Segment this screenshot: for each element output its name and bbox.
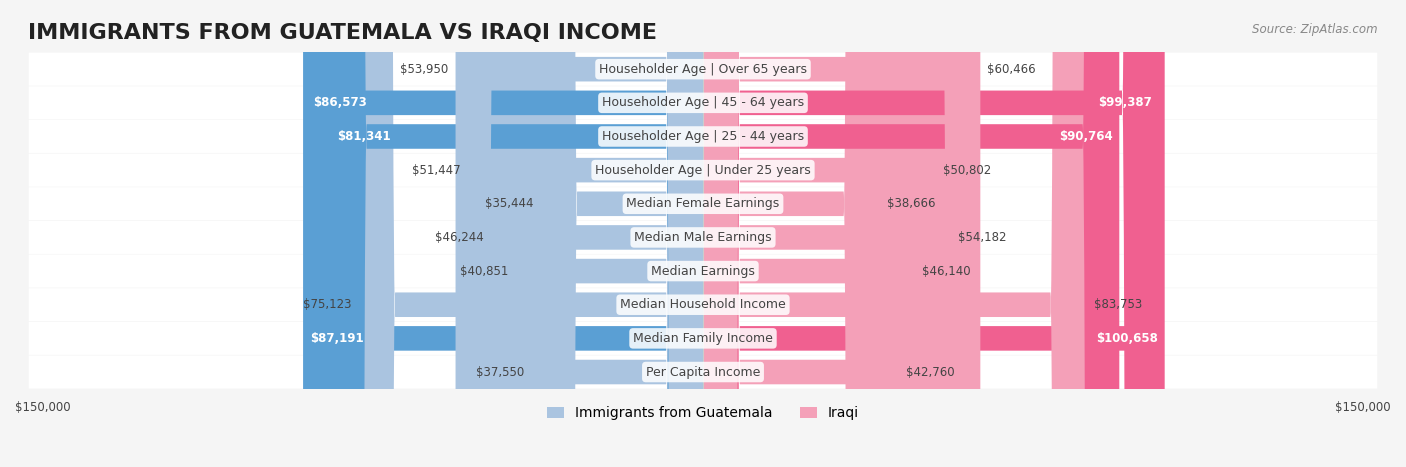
Text: Householder Age | Under 25 years: Householder Age | Under 25 years: [595, 163, 811, 177]
FancyBboxPatch shape: [467, 0, 703, 467]
Text: Source: ZipAtlas.com: Source: ZipAtlas.com: [1253, 23, 1378, 36]
Text: $51,447: $51,447: [412, 163, 460, 177]
Text: Per Capita Income: Per Capita Income: [645, 366, 761, 379]
FancyBboxPatch shape: [703, 0, 1159, 467]
Text: Median Family Income: Median Family Income: [633, 332, 773, 345]
Text: Householder Age | 45 - 64 years: Householder Age | 45 - 64 years: [602, 96, 804, 109]
FancyBboxPatch shape: [703, 0, 915, 467]
FancyBboxPatch shape: [703, 0, 936, 467]
Text: $50,802: $50,802: [943, 163, 991, 177]
Text: Householder Age | Over 65 years: Householder Age | Over 65 years: [599, 63, 807, 76]
Text: $87,191: $87,191: [309, 332, 364, 345]
Text: IMMIGRANTS FROM GUATEMALA VS IRAQI INCOME: IMMIGRANTS FROM GUATEMALA VS IRAQI INCOM…: [28, 23, 657, 43]
Text: $99,387: $99,387: [1098, 96, 1152, 109]
Text: Householder Age | 25 - 44 years: Householder Age | 25 - 44 years: [602, 130, 804, 143]
FancyBboxPatch shape: [703, 0, 880, 467]
Text: $40,851: $40,851: [460, 265, 509, 277]
FancyBboxPatch shape: [703, 0, 1164, 467]
FancyBboxPatch shape: [330, 0, 703, 467]
Text: $75,123: $75,123: [304, 298, 352, 311]
Text: $38,666: $38,666: [887, 197, 936, 210]
Text: $37,550: $37,550: [475, 366, 524, 379]
Text: $100,658: $100,658: [1095, 332, 1157, 345]
FancyBboxPatch shape: [491, 0, 703, 467]
Text: Median Household Income: Median Household Income: [620, 298, 786, 311]
FancyBboxPatch shape: [28, 288, 1378, 321]
FancyBboxPatch shape: [703, 0, 952, 467]
Text: $60,466: $60,466: [987, 63, 1036, 76]
Text: $90,764: $90,764: [1059, 130, 1112, 143]
Text: $150,000: $150,000: [1336, 401, 1391, 414]
Text: $42,760: $42,760: [905, 366, 955, 379]
Text: $81,341: $81,341: [337, 130, 391, 143]
FancyBboxPatch shape: [703, 0, 898, 467]
FancyBboxPatch shape: [531, 0, 703, 467]
FancyBboxPatch shape: [28, 187, 1378, 220]
Text: $46,244: $46,244: [436, 231, 484, 244]
Text: $53,950: $53,950: [401, 63, 449, 76]
Text: Median Female Earnings: Median Female Earnings: [627, 197, 779, 210]
Text: Median Earnings: Median Earnings: [651, 265, 755, 277]
FancyBboxPatch shape: [703, 0, 980, 467]
FancyBboxPatch shape: [28, 221, 1378, 254]
FancyBboxPatch shape: [28, 154, 1378, 187]
FancyBboxPatch shape: [516, 0, 703, 467]
Text: $54,182: $54,182: [959, 231, 1007, 244]
FancyBboxPatch shape: [28, 86, 1378, 120]
Text: $83,753: $83,753: [1094, 298, 1142, 311]
FancyBboxPatch shape: [28, 53, 1378, 85]
Legend: Immigrants from Guatemala, Iraqi: Immigrants from Guatemala, Iraqi: [541, 401, 865, 425]
FancyBboxPatch shape: [456, 0, 703, 467]
FancyBboxPatch shape: [28, 120, 1378, 153]
FancyBboxPatch shape: [703, 0, 1119, 467]
Text: $46,140: $46,140: [921, 265, 970, 277]
FancyBboxPatch shape: [540, 0, 703, 467]
Text: Median Male Earnings: Median Male Earnings: [634, 231, 772, 244]
FancyBboxPatch shape: [28, 255, 1378, 288]
Text: $150,000: $150,000: [15, 401, 70, 414]
FancyBboxPatch shape: [28, 355, 1378, 389]
FancyBboxPatch shape: [307, 0, 703, 467]
FancyBboxPatch shape: [304, 0, 703, 467]
FancyBboxPatch shape: [359, 0, 703, 467]
FancyBboxPatch shape: [703, 0, 1087, 467]
Text: $86,573: $86,573: [312, 96, 367, 109]
Text: $35,444: $35,444: [485, 197, 533, 210]
FancyBboxPatch shape: [28, 322, 1378, 355]
